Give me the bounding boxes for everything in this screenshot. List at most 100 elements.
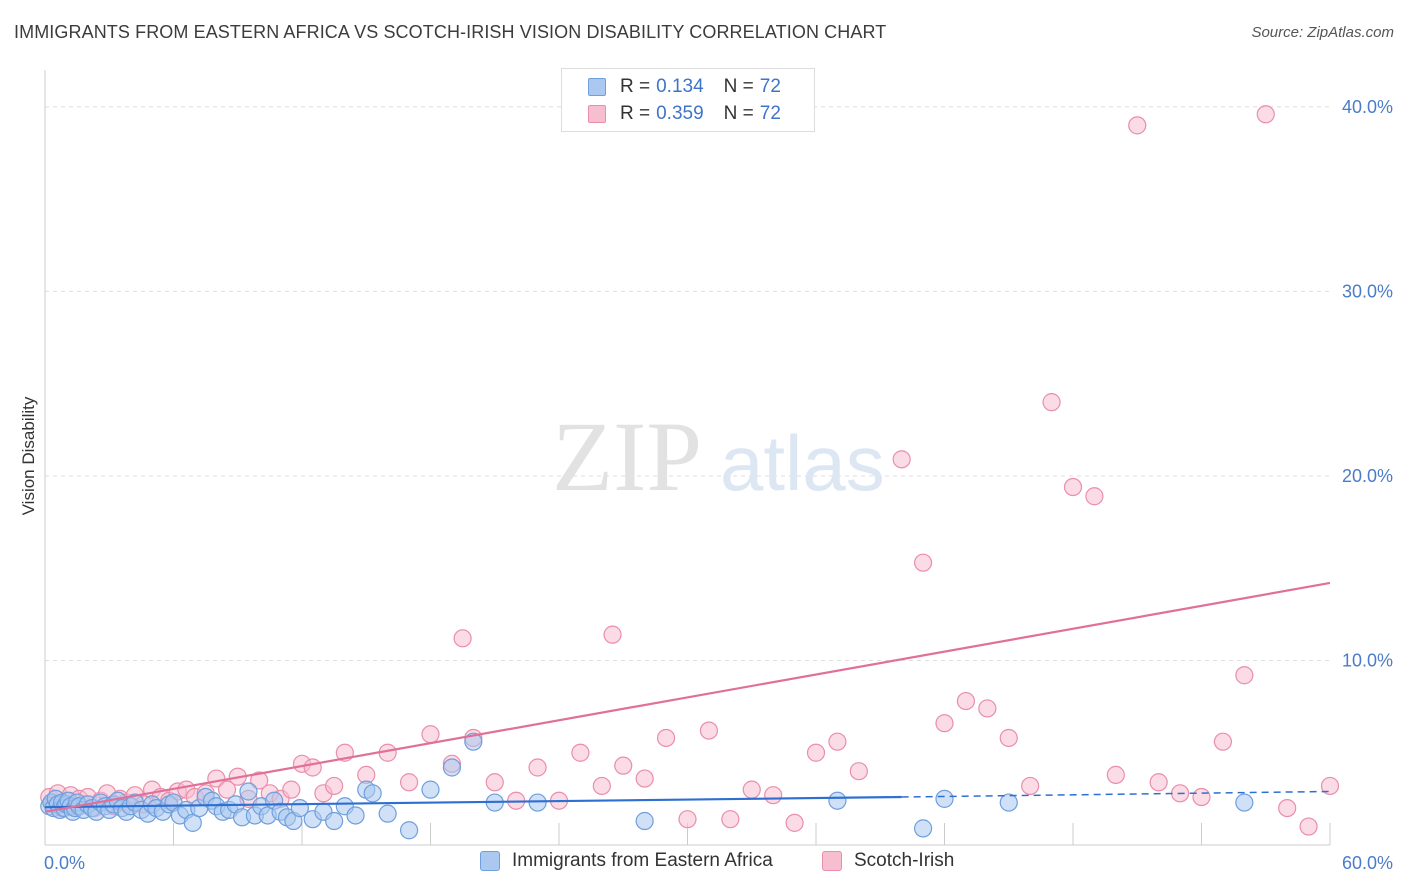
y-tick-label: 10.0% [1342, 650, 1393, 670]
scotch-irish-point [656, 728, 676, 748]
eastern-africa-point [913, 819, 933, 838]
series-legend: Immigrants from Eastern Africa Scotch-Ir… [0, 850, 1406, 880]
scotch-irish-point [1192, 787, 1211, 807]
scotch-irish-point [1320, 776, 1340, 796]
eastern-africa-point [635, 811, 654, 831]
scotch-irish-point [485, 773, 504, 792]
trend-lines [44, 581, 1331, 813]
scotch-irish-point [603, 625, 622, 644]
eastern-africa-point [464, 732, 483, 751]
eastern-africa-point [363, 784, 382, 803]
eastern-africa-point [935, 789, 954, 808]
scotch-irish-point [303, 758, 322, 777]
scotch-irish-point [571, 743, 590, 762]
scotch-irish-point [1256, 105, 1275, 124]
y-tick-label: 20.0% [1342, 466, 1393, 486]
legend-item-scotch-irish[interactable]: Scotch-Irish [822, 850, 954, 872]
legend-r-value: 0.134 [656, 76, 704, 97]
scotch-irish-point [1063, 477, 1083, 497]
eastern-africa-point [828, 791, 847, 810]
eastern-africa-point [399, 821, 419, 840]
scotch-irish-point [635, 769, 654, 788]
x-tick-label: 60.0% [1342, 853, 1393, 873]
scotch-irish-point [325, 776, 344, 796]
y-axis-ticks: 10.0% 20.0% 30.0% 40.0% [1342, 97, 1393, 671]
scotch-irish-point [828, 732, 847, 751]
legend-n-value: 72 [759, 103, 781, 124]
eastern-africa-point [528, 793, 547, 812]
scotch-irish-point [1128, 116, 1147, 135]
trend-line-eastern-africa [44, 795, 902, 809]
legend-r-label: R = [620, 76, 651, 97]
scotch-irish-point [849, 762, 868, 781]
scotch-irish-point [1278, 798, 1297, 818]
y-tick-label: 40.0% [1342, 97, 1393, 117]
legend-item-eastern-africa[interactable]: Immigrants from Eastern Africa [480, 850, 773, 872]
legend-swatch-pink [822, 851, 842, 871]
scotch-irish-point [217, 780, 237, 799]
eastern-africa-point [239, 782, 258, 801]
watermark: ZIP atlas [552, 401, 885, 512]
trend-line-scotch-irish [44, 581, 1331, 813]
scotch-irish-point [399, 773, 419, 792]
scotch-irish-point [250, 771, 269, 790]
scotch-irish-point [913, 553, 933, 572]
watermark-zip: ZIP [552, 401, 702, 512]
legend-label-scotch-irish: Scotch-Irish [854, 850, 955, 871]
scotch-irish-point [978, 699, 997, 718]
eastern-africa-point [442, 758, 462, 777]
scotch-irish-point [1149, 773, 1168, 792]
legend-row-eastern-africa: R = 0.134 N = 72 [588, 75, 781, 99]
eastern-africa-point [999, 793, 1018, 812]
legend-swatch-pink [588, 105, 606, 123]
scotch-irish-point [1042, 393, 1061, 412]
scotch-irish-point [785, 813, 804, 832]
watermark-atlas: atlas [720, 419, 885, 507]
legend-n-value: 72 [759, 76, 781, 97]
scotch-irish-point [678, 810, 697, 829]
legend-swatch-blue [588, 78, 606, 96]
x-axis-ticks: 0.0% 60.0% [44, 853, 1393, 873]
scotch-irish-point [453, 629, 472, 648]
y-axis-label: Vision Disability [19, 396, 38, 515]
scotch-irish-point [742, 780, 761, 799]
scotch-irish-point [1106, 765, 1125, 784]
scotch-irish-point [999, 728, 1018, 748]
eastern-africa-point [421, 780, 440, 799]
scotch-irish-point [1085, 487, 1104, 506]
trend-line-eastern-africa-extension [901, 790, 1331, 798]
scotch-irish-point [592, 776, 611, 796]
scotch-irish-point [1213, 732, 1233, 751]
scotch-irish-point [528, 758, 547, 777]
x-tick-label: 0.0% [44, 853, 85, 873]
legend-r-value: 0.359 [656, 103, 704, 124]
source-label: Source: ZipAtlas.com [1251, 24, 1394, 41]
scotch-irish-point [956, 691, 976, 711]
scotch-irish-point [421, 725, 440, 744]
legend-n-label: N = [723, 76, 754, 97]
legend-row-scotch-irish: R = 0.359 N = 72 [588, 102, 781, 126]
eastern-africa-point [1235, 793, 1254, 812]
legend-label-eastern-africa: Immigrants from Eastern Africa [512, 850, 773, 871]
y-tick-label: 30.0% [1342, 281, 1393, 301]
scotch-irish-point [892, 450, 911, 469]
chart-title: IMMIGRANTS FROM EASTERN AFRICA VS SCOTCH… [14, 22, 887, 42]
legend-r-label: R = [620, 103, 651, 124]
scotch-irish-point [935, 714, 954, 733]
scotch-irish-point [764, 786, 783, 805]
scotch-irish-point [1021, 776, 1040, 796]
eastern-africa-point [346, 806, 365, 825]
eastern-africa-point [325, 811, 344, 831]
legend-n-label: N = [723, 103, 754, 124]
scotch-irish-point [1235, 666, 1254, 685]
scotch-irish-point [1299, 817, 1318, 836]
legend-swatch-blue [480, 851, 500, 871]
scotch-irish-point [282, 780, 301, 799]
scotch-irish-point [806, 743, 826, 762]
correlation-legend: R = 0.134 N = 72 R = 0.359 N = 72 [561, 68, 815, 132]
scotch-irish-point [721, 810, 740, 829]
scotch-irish-point [614, 756, 633, 775]
eastern-africa-point [378, 804, 397, 823]
scotch-irish-point [699, 721, 719, 740]
